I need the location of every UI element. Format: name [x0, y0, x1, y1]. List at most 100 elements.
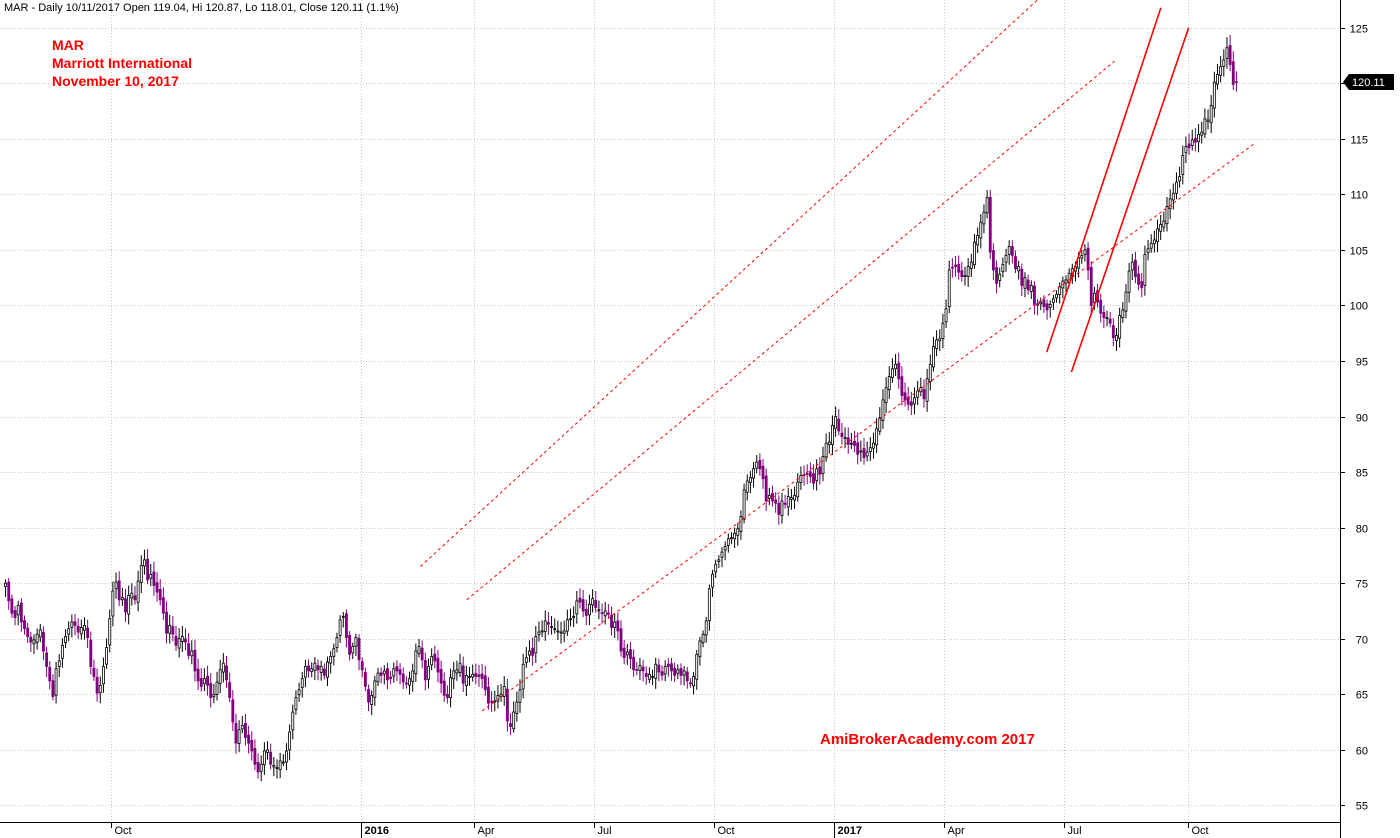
candle-body	[117, 580, 121, 601]
candle-body	[206, 675, 209, 686]
candle-body	[834, 416, 838, 429]
candle	[1086, 242, 1090, 280]
candle-body	[689, 682, 692, 685]
candle-body	[954, 264, 957, 267]
candle-body	[660, 671, 664, 676]
candle	[726, 533, 730, 553]
candle	[581, 589, 585, 618]
candle	[796, 473, 800, 502]
candle-body	[341, 616, 345, 618]
candle	[168, 614, 172, 644]
candle	[947, 260, 951, 314]
candle-body	[505, 688, 509, 722]
candle-body	[376, 672, 380, 683]
candle-body	[354, 637, 358, 647]
candle-body	[1055, 293, 1058, 299]
candle	[625, 643, 629, 665]
candle-body	[370, 694, 374, 705]
candle-body	[632, 656, 636, 671]
candle	[767, 487, 771, 506]
candle-body	[723, 546, 727, 551]
candle	[717, 555, 721, 569]
candle-body	[291, 711, 295, 731]
candle-body	[477, 674, 481, 677]
candle-body	[973, 241, 976, 266]
candle-body	[1014, 256, 1017, 270]
candle	[294, 690, 298, 715]
candle	[92, 659, 96, 681]
candle	[673, 662, 677, 682]
candle-body	[1042, 299, 1046, 307]
candle	[1225, 37, 1229, 69]
candle-body	[720, 551, 724, 558]
candle-body	[913, 397, 916, 405]
candle-body	[332, 648, 336, 657]
candle-body	[569, 618, 572, 621]
candle	[755, 455, 759, 474]
candle	[610, 606, 613, 636]
candle-body	[48, 667, 52, 682]
candle-body	[187, 643, 191, 656]
candle	[859, 440, 863, 462]
candle	[540, 620, 544, 638]
candle-body	[581, 599, 585, 612]
candle	[774, 492, 778, 513]
candle	[922, 379, 926, 408]
candle-body	[733, 532, 737, 540]
candle-body	[423, 660, 427, 681]
candle	[824, 433, 828, 462]
candle	[518, 679, 522, 713]
candle	[83, 617, 86, 640]
candle	[1026, 274, 1030, 295]
annotation-ticker: MAR	[52, 37, 84, 53]
candle-body	[7, 581, 11, 602]
candle-body	[900, 376, 904, 396]
candle-body	[616, 620, 620, 632]
candle	[155, 572, 159, 602]
candle-body	[1190, 139, 1194, 146]
candle	[622, 639, 626, 665]
candle-body	[23, 620, 26, 630]
candle-body	[969, 261, 973, 269]
candle-body	[10, 598, 14, 614]
candle-body	[29, 636, 33, 643]
candle-body	[73, 621, 77, 626]
candle	[51, 674, 55, 701]
candle	[689, 678, 692, 688]
candle	[427, 658, 430, 689]
candle	[398, 663, 402, 685]
candle	[234, 713, 238, 754]
candle	[442, 672, 446, 702]
candle	[777, 495, 781, 525]
candle	[799, 466, 803, 490]
candle-body	[1036, 303, 1040, 306]
candle-body	[531, 647, 535, 656]
candle	[853, 430, 856, 453]
candle-body	[695, 653, 699, 680]
candle	[1102, 305, 1106, 329]
candle	[445, 685, 449, 704]
candle-body	[666, 663, 670, 667]
candle	[483, 665, 487, 696]
candle-body	[856, 442, 860, 455]
candle-body	[310, 668, 314, 672]
candle	[868, 437, 872, 461]
x-tick-label: Oct	[718, 825, 735, 837]
candle-body	[928, 363, 932, 382]
candle	[363, 667, 367, 692]
candle-body	[234, 722, 238, 744]
candle	[821, 446, 825, 482]
candle-body	[373, 680, 377, 698]
last-price-tag-shape	[1343, 74, 1394, 90]
candle	[1017, 260, 1021, 280]
candle-body	[338, 619, 342, 636]
candle-body	[253, 748, 257, 765]
candle-body	[1197, 134, 1200, 143]
candle	[433, 645, 437, 669]
candle	[231, 689, 235, 731]
candle-body	[439, 668, 443, 684]
candle	[897, 352, 901, 390]
candle	[739, 510, 743, 540]
candle-body	[127, 594, 131, 615]
candle	[758, 453, 762, 476]
